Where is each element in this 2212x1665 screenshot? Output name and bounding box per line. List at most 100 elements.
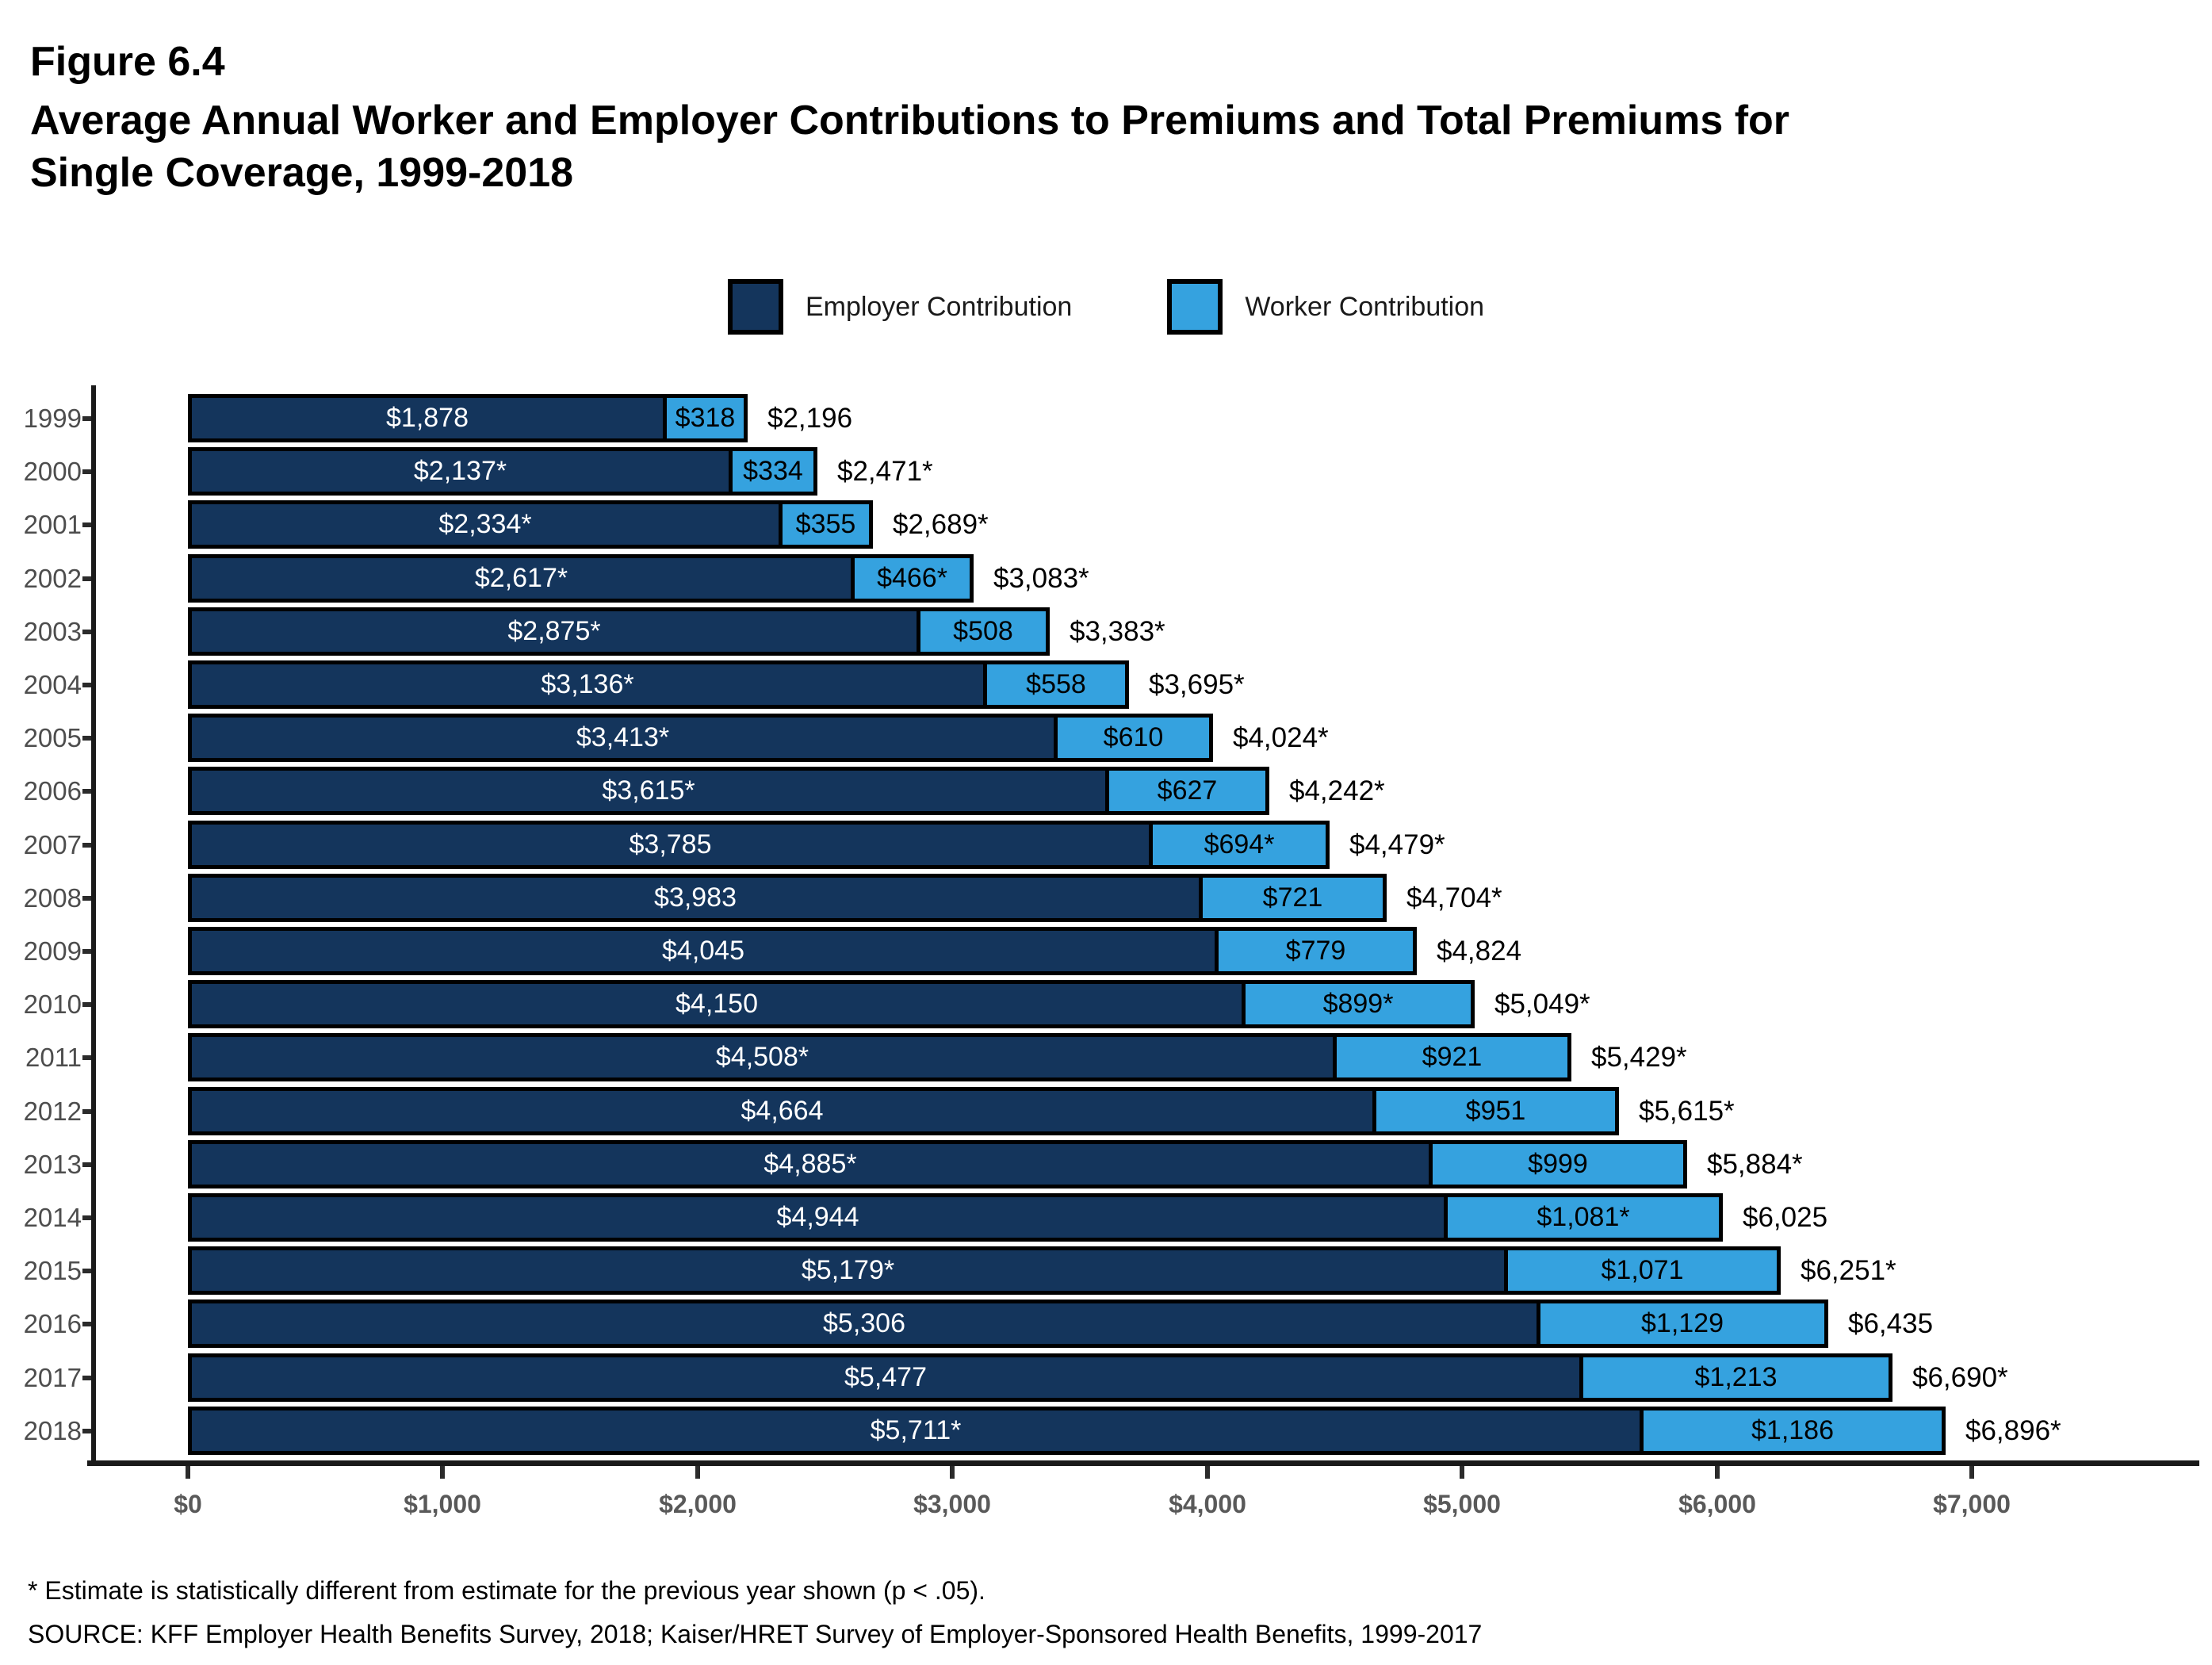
y-tick	[82, 1162, 91, 1167]
year-label: 2018	[23, 1415, 82, 1445]
employer-value-label: $4,664	[741, 1096, 824, 1126]
bar-employer-2003: $2,875*	[188, 607, 920, 656]
year-label: 2009	[23, 936, 82, 966]
employer-swatch	[727, 279, 783, 335]
x-tick	[1715, 1466, 1720, 1479]
legend-label-worker: Worker Contribution	[1245, 291, 1485, 322]
bar-employer-2000: $2,137*	[188, 447, 733, 496]
worker-value-label: $355	[795, 509, 856, 539]
year-label: 2005	[23, 722, 82, 752]
employer-value-label: $2,875*	[507, 616, 601, 646]
bar-employer-2001: $2,334*	[188, 500, 783, 549]
year-label: 2012	[23, 1096, 82, 1126]
bar-employer-2006: $3,615*	[188, 767, 1109, 815]
total-value-label: $2,689*	[893, 508, 989, 540]
employer-value-label: $3,785	[629, 829, 712, 859]
employer-value-label: $4,944	[776, 1202, 859, 1232]
total-value-label: $5,615*	[1639, 1095, 1735, 1127]
year-label: 2016	[23, 1308, 82, 1338]
bar-employer-2012: $4,664	[188, 1087, 1376, 1135]
year-label: 2006	[23, 775, 82, 806]
y-tick	[82, 1269, 91, 1273]
worker-value-label: $999	[1528, 1149, 1588, 1179]
worker-value-label: $1,129	[1641, 1308, 1724, 1338]
bar-employer-2008: $3,983	[188, 874, 1203, 922]
employer-value-label: $4,150	[675, 989, 758, 1019]
y-tick	[82, 949, 91, 954]
bar-worker-2018: $1,186	[1640, 1407, 1946, 1455]
total-value-label: $6,251*	[1801, 1254, 1896, 1286]
bar-employer-2010: $4,150	[188, 980, 1246, 1028]
y-tick	[82, 1429, 91, 1433]
bar-worker-2014: $1,081*	[1444, 1193, 1723, 1242]
total-value-label: $4,824	[1437, 935, 1522, 966]
y-tick	[82, 576, 91, 581]
bar-worker-2006: $627	[1105, 767, 1269, 815]
total-value-label: $3,695*	[1149, 668, 1245, 700]
x-tick	[440, 1466, 445, 1479]
bar-employer-2011: $4,508*	[188, 1033, 1337, 1081]
y-tick	[82, 1376, 91, 1380]
footnote-significance: * Estimate is statistically different fr…	[28, 1576, 985, 1605]
worker-value-label: $899*	[1322, 989, 1394, 1019]
year-label: 2011	[25, 1042, 82, 1072]
x-tick-label: $6,000	[1678, 1490, 1756, 1518]
year-label: 1999	[23, 403, 82, 433]
page-title: Average Annual Worker and Employer Contr…	[30, 98, 1790, 144]
y-tick	[82, 1322, 91, 1326]
worker-value-label: $318	[675, 403, 736, 433]
worker-value-label: $694*	[1204, 829, 1275, 859]
worker-value-label: $627	[1157, 775, 1218, 806]
bar-employer-2005: $3,413*	[188, 714, 1058, 762]
total-value-label: $6,896*	[1965, 1414, 2061, 1446]
year-label: 2010	[23, 989, 82, 1019]
bar-employer-2015: $5,179*	[188, 1246, 1508, 1295]
total-value-label: $5,884*	[1707, 1148, 1803, 1180]
y-tick	[82, 683, 91, 687]
worker-value-label: $610	[1103, 722, 1164, 752]
bar-worker-2008: $721	[1199, 874, 1387, 922]
x-tick	[1460, 1466, 1464, 1479]
worker-value-label: $921	[1422, 1042, 1483, 1072]
bar-employer-2017: $5,477	[188, 1353, 1583, 1402]
y-tick	[82, 469, 91, 474]
year-label: 2004	[23, 669, 82, 699]
bar-employer-2014: $4,944	[188, 1193, 1448, 1242]
legend-item-employer: Employer Contribution	[727, 279, 1072, 335]
y-tick	[82, 1055, 91, 1060]
bar-worker-2015: $1,071	[1504, 1246, 1781, 1295]
employer-value-label: $4,045	[662, 936, 744, 966]
x-tick-label: $4,000	[1169, 1490, 1246, 1518]
bar-employer-2018: $5,711*	[188, 1407, 1644, 1455]
y-tick	[82, 1215, 91, 1220]
y-tick	[82, 736, 91, 741]
total-value-label: $6,690*	[1912, 1361, 2008, 1393]
total-value-label: $2,196	[767, 402, 853, 434]
worker-value-label: $334	[743, 456, 803, 486]
bar-worker-2009: $779	[1215, 927, 1417, 975]
bar-employer-2007: $3,785	[188, 821, 1153, 869]
legend-item-worker: Worker Contribution	[1167, 279, 1484, 335]
bar-worker-2002: $466*	[851, 554, 974, 603]
total-value-label: $5,429*	[1591, 1041, 1687, 1073]
x-tick-label: $1,000	[404, 1490, 481, 1518]
bar-employer-1999: $1,878	[188, 394, 667, 442]
employer-value-label: $2,334*	[438, 509, 532, 539]
x-tick-label: $3,000	[913, 1490, 991, 1518]
y-tick	[82, 630, 91, 634]
total-value-label: $4,024*	[1233, 722, 1329, 753]
worker-swatch	[1167, 279, 1223, 335]
year-label: 2014	[23, 1202, 82, 1232]
year-label: 2001	[23, 509, 82, 539]
year-label: 2013	[23, 1149, 82, 1179]
worker-value-label: $1,071	[1601, 1255, 1684, 1285]
bar-worker-2016: $1,129	[1537, 1299, 1828, 1348]
bar-worker-1999: $318	[663, 394, 748, 442]
figure-number: Figure 6.4	[30, 39, 225, 85]
employer-value-label: $5,179*	[801, 1255, 895, 1285]
footnote-source: SOURCE: KFF Employer Health Benefits Sur…	[28, 1620, 1483, 1648]
y-tick	[82, 789, 91, 794]
total-value-label: $5,049*	[1494, 988, 1590, 1020]
employer-value-label: $2,617*	[474, 563, 568, 593]
